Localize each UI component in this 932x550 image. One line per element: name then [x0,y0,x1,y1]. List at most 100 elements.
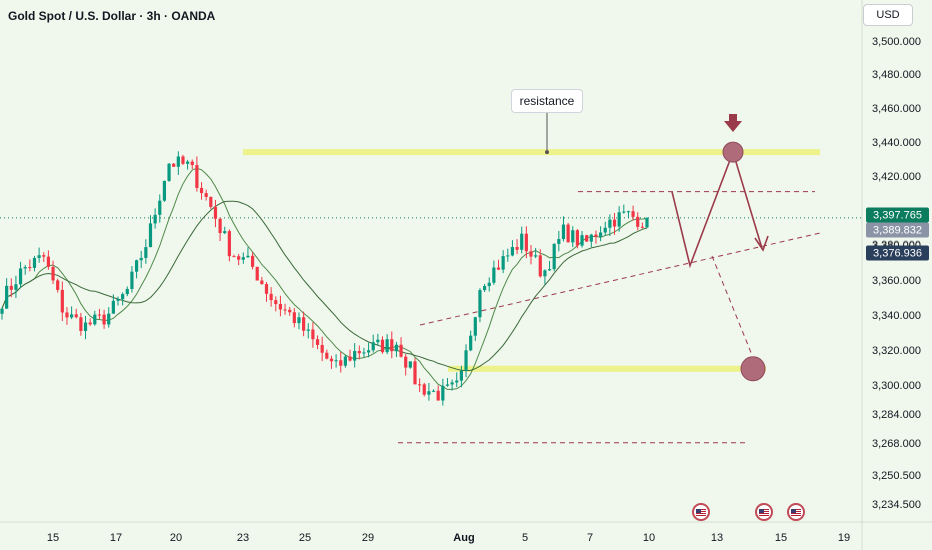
price-axis-label: 3,284.000 [872,409,921,421]
time-axis-label: 19 [837,532,851,544]
us-economic-event-icon[interactable] [787,503,805,521]
candle-body [292,312,296,324]
candle-body [515,247,519,250]
candle-body [315,339,320,345]
candle-body [274,300,278,305]
time-axis-label: 20 [169,532,183,544]
candle-body [79,317,83,331]
candle-body [371,342,375,351]
moving-average-slow [1,200,648,372]
candle-body [278,304,283,310]
candle-body [487,282,491,287]
candle-body [297,317,301,324]
candle-body [93,314,97,325]
candle-body [186,161,190,164]
candle-body [640,226,644,228]
candle-body [158,200,162,215]
candle-body [362,352,366,354]
target-circle [740,356,766,382]
candle-body [357,350,361,354]
chart-title: Gold Spot / U.S. Dollar · 3h · OANDA [8,9,216,23]
candle-body [575,230,579,246]
us-economic-event-icon[interactable] [692,503,710,521]
price-axis-label: 3,268.000 [872,438,921,450]
candle-body [311,329,315,340]
candle-body [547,269,552,271]
down-arrow-marker-shaft [729,114,737,122]
currency-selector[interactable]: USD [863,4,913,26]
us-economic-event-icon[interactable] [755,503,773,521]
candle-body [111,300,115,314]
time-axis-label: 23 [236,532,250,544]
callout-anchor-dot [545,150,549,155]
candle-body [116,299,120,301]
candle-body [5,285,9,309]
candle-body [608,219,612,228]
price-tag-ma-fast: 3,389.832 [866,222,929,238]
resistance-touch-circle [722,141,744,163]
candle-body [269,293,273,301]
candle-body [329,358,334,362]
candle-body [482,286,487,291]
candle-body [473,317,477,336]
time-axis-label: Aug [453,532,475,544]
candle-body [56,280,60,290]
candle-body [223,231,227,234]
candle-body [552,243,556,270]
candle-body [83,322,88,331]
candle-body [594,234,598,237]
candle-body [325,352,329,359]
target-dashed-line [711,255,753,356]
candle-body [366,350,371,353]
projected-path-arrowhead [754,235,769,252]
candle-body [306,329,310,331]
candle-body [195,165,199,188]
candle-body [14,284,18,290]
candle-body [636,216,640,227]
candle-body [172,163,176,167]
candle-body [46,256,51,267]
projected-path-line [671,149,763,269]
candle-body [459,370,463,381]
candle-body [107,313,111,325]
candle-body [524,233,528,252]
candle-body [492,267,496,283]
candle-body [204,193,208,197]
candle-body [385,339,389,353]
candle-body [246,255,250,258]
candle-body [561,224,566,240]
candle-body [445,384,450,386]
candle-body [121,294,125,300]
resistance-callout[interactable]: resistance [511,89,583,113]
candle-body [199,187,204,194]
candle-body [237,256,241,260]
candle-body [250,255,255,267]
time-axis-label: 15 [774,532,788,544]
candle-body [51,266,55,281]
time-axis-label: 5 [521,532,529,544]
candle-body [255,266,259,281]
candle-body [348,356,352,361]
candle-body [334,360,338,362]
down-arrow-marker-head [724,121,742,132]
candle-body [339,360,343,366]
candle-body [32,257,37,268]
candle-body [37,255,41,258]
candle-body [598,232,603,237]
candle-body [394,344,399,352]
candle-body [42,255,46,257]
ascending-trendline [419,232,821,326]
time-axis-label: 13 [710,532,724,544]
candle-body [102,314,106,325]
candle-body [455,380,459,383]
price-axis-label: 3,250.500 [872,470,921,482]
candle-body [167,163,171,181]
candle-body [353,350,357,361]
candle-body [9,285,13,290]
candle-body [469,335,473,351]
candle-body [631,211,635,217]
candle-body [413,361,417,385]
candle-body [529,251,533,257]
